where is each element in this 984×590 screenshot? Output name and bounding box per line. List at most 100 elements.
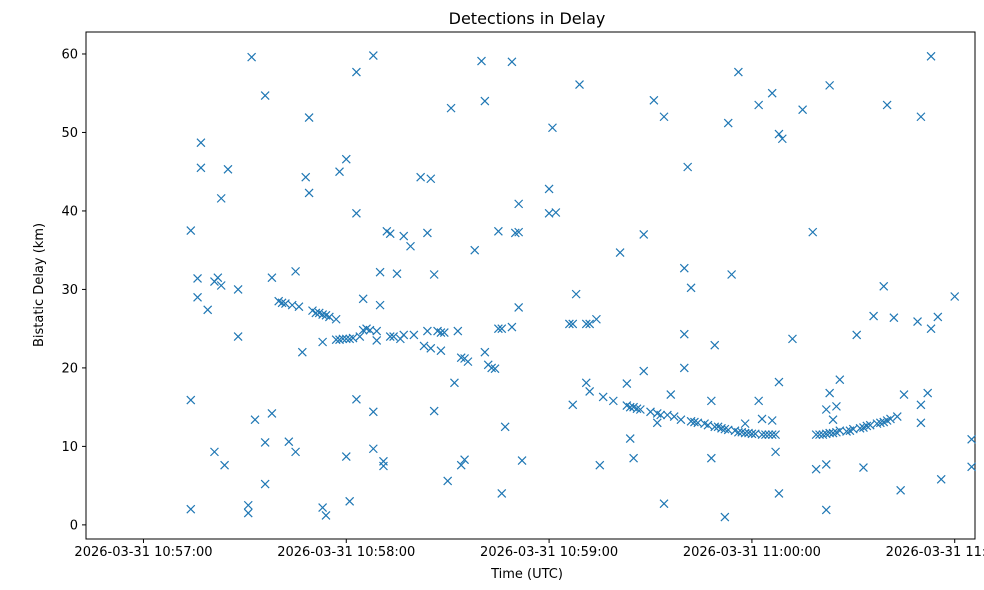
- data-point-marker: [933, 312, 943, 322]
- y-axis-ticks: 0 10 20 30 40 50 60: [61, 47, 86, 533]
- data-point-marker: [341, 154, 351, 164]
- data-point-marker: [683, 162, 693, 172]
- data-point-marker: [196, 163, 206, 173]
- plot-background: [85, 31, 976, 540]
- data-point-marker: [446, 103, 456, 113]
- data-point-marker: [477, 56, 486, 66]
- data-point-marker: [304, 113, 314, 122]
- data-point-marker: [358, 294, 368, 304]
- data-point-marker: [571, 289, 581, 299]
- data-point-marker: [771, 447, 780, 457]
- data-point-marker: [916, 112, 926, 122]
- data-point-marker: [564, 319, 574, 329]
- data-point-marker: [284, 437, 294, 447]
- data-point-marker: [666, 390, 676, 400]
- data-point-marker: [585, 387, 595, 396]
- data-point-marker: [243, 508, 253, 518]
- data-point-marker: [385, 332, 395, 341]
- data-point-marker: [439, 328, 449, 338]
- data-point-marker: [470, 245, 480, 255]
- data-point-marker: [585, 319, 595, 329]
- data-point-marker: [629, 453, 639, 463]
- data-point-marker: [727, 270, 737, 279]
- data-point-marker: [544, 184, 554, 194]
- data-point-marker: [510, 228, 520, 238]
- data-point-marker: [892, 412, 902, 421]
- data-point-marker: [754, 100, 764, 110]
- data-point-marker: [500, 422, 510, 432]
- x-tick-label: 2026-03-31 10:57:00: [74, 545, 212, 560]
- data-point-marker: [656, 410, 666, 420]
- data-point-marker: [869, 311, 879, 321]
- data-point-marker: [757, 414, 767, 424]
- data-point-marker: [842, 427, 851, 436]
- data-point-marker: [392, 269, 402, 279]
- data-point-marker: [923, 388, 933, 398]
- data-point-marker: [865, 420, 875, 430]
- data-point-marker: [210, 447, 219, 457]
- data-point-marker: [514, 303, 524, 312]
- data-point-marker: [886, 414, 895, 424]
- data-point-marker: [507, 57, 517, 67]
- data-point-marker: [967, 462, 977, 472]
- data-point-marker: [399, 330, 409, 340]
- data-point-marker: [267, 273, 277, 283]
- data-point-marker: [828, 428, 838, 438]
- data-point-marker: [896, 485, 906, 495]
- data-point-marker: [821, 505, 831, 515]
- data-point-marker: [575, 80, 584, 90]
- data-point-marker: [581, 319, 591, 329]
- data-point-marker: [767, 416, 777, 425]
- x-tick-label: 2026-03-31 10:58:00: [277, 545, 415, 560]
- data-point-marker: [233, 284, 243, 294]
- data-point-marker: [186, 504, 196, 514]
- data-point-marker: [311, 308, 321, 318]
- data-point-marker: [774, 129, 784, 139]
- data-point-marker: [267, 409, 277, 418]
- data-point-marker: [754, 396, 764, 406]
- data-point-marker: [706, 396, 716, 406]
- data-point-marker: [419, 341, 429, 351]
- data-point-marker: [409, 330, 419, 340]
- data-point-marker: [436, 346, 446, 356]
- x-axis-ticks: 2026-03-31 10:57:00 2026-03-31 10:58:00 20…: [74, 539, 984, 560]
- data-point-marker: [926, 324, 936, 334]
- data-point-marker: [260, 438, 270, 447]
- data-point-marker: [281, 299, 290, 308]
- x-tick-label: 2026-03-31 11:00:00: [683, 545, 821, 560]
- data-point-marker: [548, 123, 557, 133]
- y-tick-label: 30: [61, 283, 78, 298]
- data-point-marker: [186, 226, 196, 235]
- data-point-marker: [355, 332, 365, 341]
- data-point-marker: [686, 283, 696, 293]
- data-point-marker: [450, 378, 459, 388]
- data-point-marker: [767, 430, 777, 440]
- data-point-marker: [767, 88, 777, 98]
- data-point-marker: [493, 226, 503, 236]
- data-point-marker: [818, 430, 828, 440]
- data-point-marker: [889, 313, 899, 323]
- data-point-marker: [828, 415, 838, 425]
- data-point-marker: [926, 51, 936, 61]
- data-point-marker: [233, 332, 243, 341]
- data-point-marker: [291, 447, 300, 457]
- data-point-marker: [514, 199, 524, 209]
- data-point-marker: [345, 334, 355, 344]
- y-tick-label: 0: [70, 518, 78, 533]
- data-point-marker: [632, 404, 642, 414]
- data-point-marker: [710, 340, 720, 350]
- data-point-marker: [950, 292, 960, 301]
- data-point-marker: [690, 417, 699, 427]
- data-point-marker: [399, 231, 409, 241]
- data-point-marker: [422, 326, 432, 336]
- data-point-marker: [497, 489, 507, 498]
- data-point-marker: [260, 91, 270, 100]
- data-point-marker: [379, 456, 388, 466]
- data-point-marker: [368, 407, 378, 417]
- data-point-marker: [811, 430, 821, 440]
- data-point-marker: [811, 464, 821, 474]
- data-point-marker: [348, 333, 358, 343]
- data-point-marker: [368, 444, 378, 454]
- data-point-marker: [595, 460, 605, 470]
- data-point-marker: [304, 188, 314, 198]
